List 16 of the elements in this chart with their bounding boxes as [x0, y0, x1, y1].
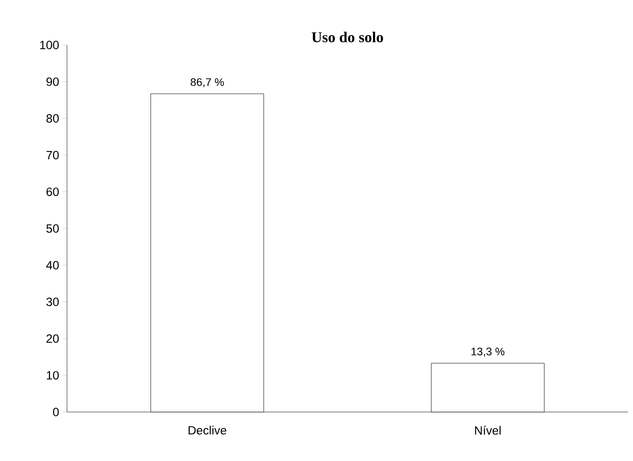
y-tick-label: 70 — [46, 150, 59, 160]
x-tick-label: Nível — [475, 426, 501, 435]
y-tick-label: 40 — [46, 260, 59, 270]
chart-title: Uso do solo — [312, 32, 384, 42]
x-tick-label: Declive — [188, 426, 226, 435]
y-tick-label: 90 — [46, 77, 59, 86]
y-tick-label: 20 — [46, 334, 59, 343]
data-label: 86,7 % — [190, 78, 224, 88]
y-tick-label: 80 — [46, 114, 59, 123]
y-tick-label: 30 — [46, 298, 59, 306]
y-tick-label: 60 — [46, 188, 59, 196]
y-tick-label: 0 — [53, 408, 59, 416]
y-tick-label: 10 — [46, 371, 59, 380]
y-tick-label: 50 — [46, 224, 59, 233]
y-tick-label: 100 — [40, 40, 59, 50]
data-label: 13,3 % — [472, 348, 504, 357]
